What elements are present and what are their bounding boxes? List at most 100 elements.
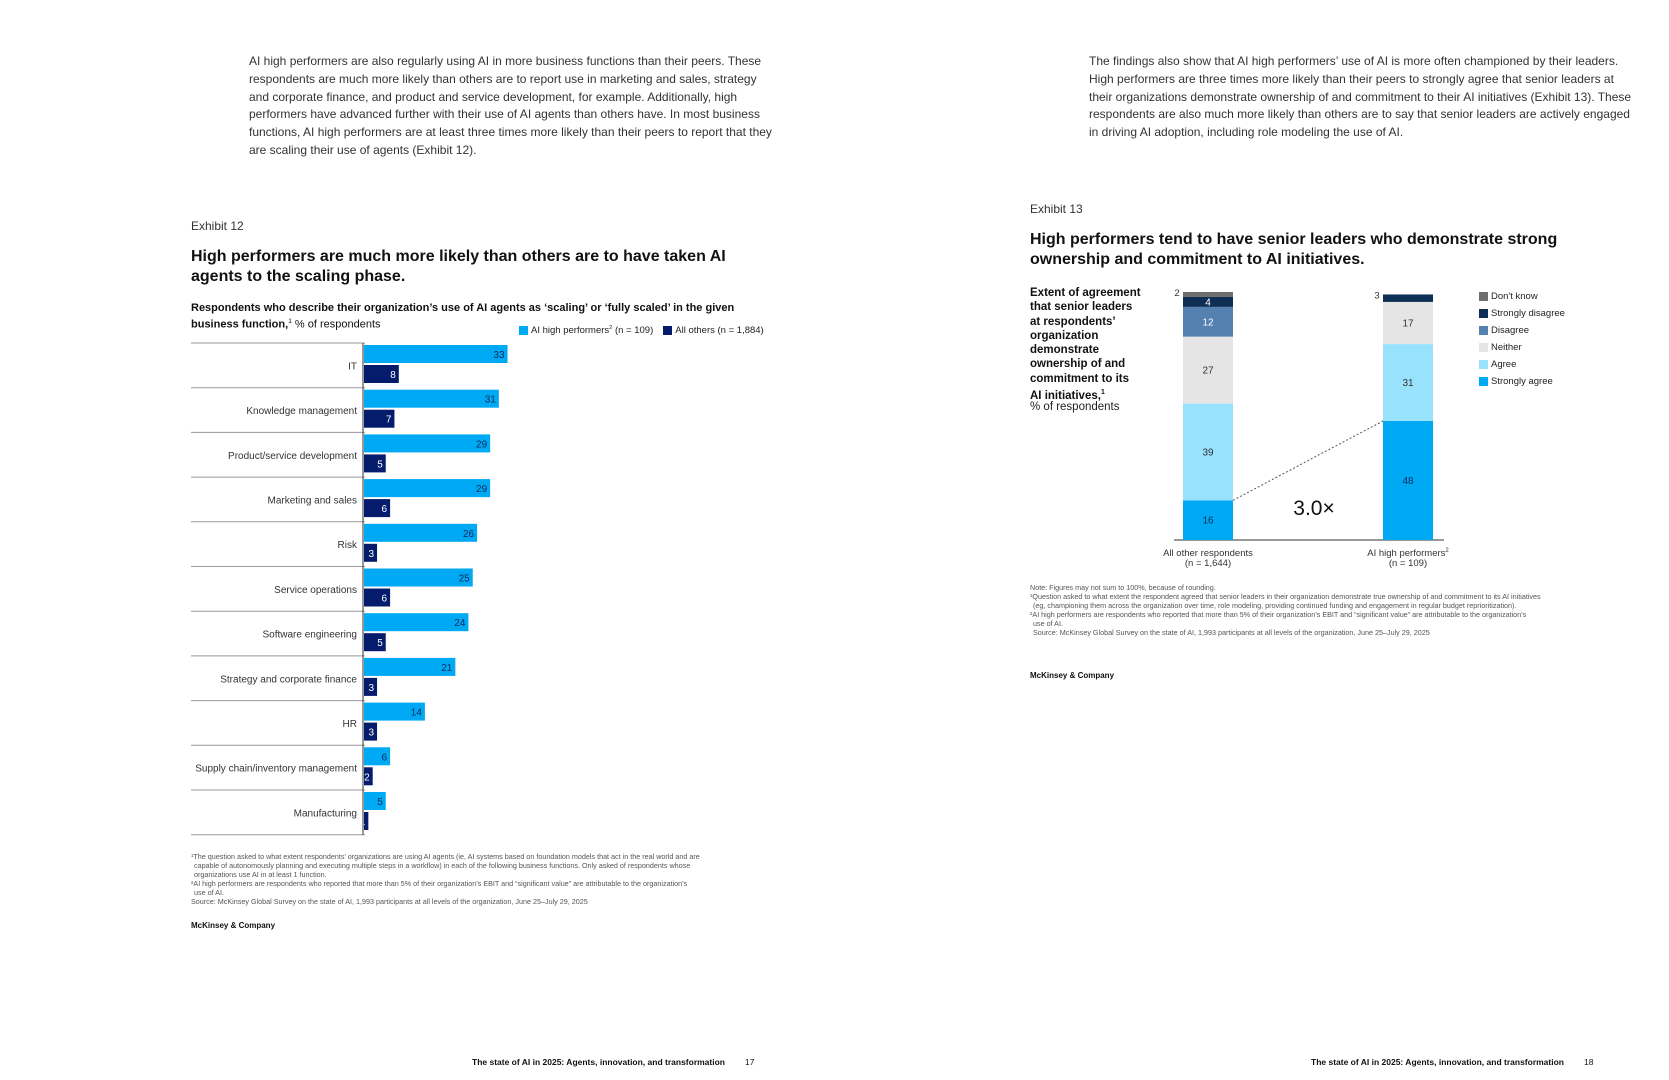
- legend-swatch: [1479, 360, 1488, 369]
- footer-title: The state of AI in 2025: Agents, innovat…: [1311, 1057, 1564, 1067]
- bar-group-marketing-and-sales: Marketing and sales 29 6: [268, 479, 491, 518]
- category-label: Software engineering: [262, 630, 357, 641]
- right-page: The findings also show that AI high perf…: [834, 0, 1669, 1080]
- legend-swatch-all-others: [663, 326, 673, 336]
- segment-value-label: 2: [1174, 288, 1179, 299]
- bar-value-label: 24: [454, 618, 466, 629]
- bar-high-performers: [364, 747, 391, 766]
- note-line: use of AI.: [1033, 619, 1063, 628]
- legend-label: Agree: [1491, 359, 1517, 370]
- column-category-sub: (n = 109): [1389, 558, 1427, 569]
- bar-value-label: 33: [493, 350, 505, 361]
- legend-label: Disagree: [1491, 325, 1530, 336]
- question-line: organization: [1030, 329, 1099, 342]
- legend-swatch: [1479, 309, 1488, 318]
- segment-strongly-agree: [1383, 420, 1433, 540]
- column-category-label: All other respondents: [1163, 548, 1253, 559]
- bar-value-label: 29: [476, 439, 488, 450]
- bar-high-performers: [364, 434, 491, 453]
- bar-all-others: [364, 588, 391, 607]
- legend-item-agree: Agree: [1479, 356, 1565, 373]
- segment-value-label: 48: [1402, 476, 1414, 487]
- category-label: Knowledge management: [246, 406, 357, 417]
- legend-label: Neither: [1491, 342, 1522, 353]
- bar-all-others: [364, 543, 378, 562]
- comparison-dotted-line: [1232, 420, 1384, 501]
- left-page: AI high performers are also regularly us…: [0, 0, 834, 1080]
- question-line: AI initiatives,1: [1030, 389, 1105, 402]
- note-line: capable of autonomously planning and exe…: [194, 861, 691, 870]
- note-line: ²AI high performers are respondents who …: [191, 879, 688, 888]
- legend-item-disagree: Disagree: [1479, 322, 1565, 339]
- bar-all-others: [364, 365, 399, 383]
- bar-group-supply-chain-inventory-management: Supply chain/inventory management 6 2: [195, 747, 391, 786]
- legend-label: Don't know: [1491, 291, 1538, 302]
- segment-strongly-disagree: [1383, 294, 1433, 302]
- category-label: Product/service development: [228, 451, 357, 462]
- bar-value-label: 6: [382, 594, 388, 605]
- bar-value-label: 26: [463, 529, 475, 540]
- subtitle-bold: Respondents who describe their organizat…: [191, 302, 735, 331]
- exhibit-13-question: Extent of agreement that senior leaders …: [1030, 286, 1160, 403]
- segment-strongly-disagree: [1183, 296, 1233, 307]
- segment-agree: [1383, 344, 1433, 421]
- exhibit-13-unit: % of respondents: [1030, 401, 1120, 413]
- segment-agree: [1183, 403, 1233, 501]
- bar-value-label: 3: [368, 683, 374, 694]
- legend-swatch: [1479, 343, 1488, 352]
- category-label: HR: [343, 719, 357, 730]
- note-line: Source: McKinsey Global Survey on the st…: [1033, 628, 1430, 637]
- bar-value-label: 31: [485, 395, 497, 406]
- bar-value-label: 2: [364, 772, 370, 783]
- exhibit-13-title: High performers tend to have senior lead…: [1030, 231, 1558, 268]
- bar-high-performers: [364, 792, 386, 810]
- segment-neither: [1183, 336, 1233, 404]
- bar-value-label: 21: [441, 663, 453, 674]
- bar-all-others: [364, 767, 373, 786]
- column-category-label: AI high performers2: [1367, 548, 1449, 559]
- question-line: Extent of agreement: [1030, 287, 1141, 299]
- footer-title: The state of AI in 2025: Agents, innovat…: [472, 1057, 725, 1067]
- exhibit-13-label: Exhibit 13: [1030, 202, 1083, 216]
- note-line: organizations use AI in at least 1 funct…: [194, 870, 327, 879]
- segment-value-label: 16: [1202, 516, 1214, 527]
- bar-high-performers: [364, 568, 473, 587]
- stacked-column-all-other-respondents: 16 39 27 12 4 2 All other respondents(n = 1,64…: [1163, 288, 1253, 569]
- page-number: 18: [1583, 1057, 1594, 1067]
- legend-item-strongly-agree: Strongly agree: [1479, 373, 1565, 390]
- category-label: Manufacturing: [294, 808, 357, 819]
- note-line: (eg, championing them across the organiz…: [1033, 601, 1517, 610]
- question-line: commitment to its: [1030, 372, 1130, 385]
- bar-value-label: 3: [368, 728, 374, 739]
- category-label: IT: [348, 361, 357, 372]
- segment-value-label: 27: [1202, 366, 1214, 377]
- legend-item-don-t-know: Don't know: [1479, 288, 1565, 305]
- bar-group-knowledge-management: Knowledge management 31 7: [246, 389, 499, 428]
- bar-high-performers: [364, 613, 469, 632]
- brand-name: McKinsey & Company: [1030, 671, 1115, 680]
- category-label: Service operations: [274, 585, 357, 596]
- bar-group-software-engineering: Software engineering 24 5: [262, 613, 469, 652]
- bar-value-label: 6: [382, 752, 388, 763]
- multiplier-annotation: 3.0×: [1293, 497, 1334, 520]
- bar-value-label: 5: [377, 459, 383, 470]
- legend-swatch: [1479, 292, 1488, 301]
- segment-value-label: 39: [1202, 447, 1214, 458]
- bar-all-others: [364, 633, 386, 652]
- legend-label-high-performers: AI high performers2 (n = 109): [531, 325, 654, 337]
- right-body-text: The findings also show that AI high perf…: [1089, 54, 1632, 140]
- exhibit-12-title: High performers are much more likely tha…: [191, 248, 726, 285]
- segment-value-label: 31: [1402, 378, 1414, 389]
- exhibit-12-subtitle: Respondents who describe their organizat…: [191, 301, 781, 332]
- subtitle-sup: 1: [288, 318, 292, 325]
- bar-value-label: 3: [368, 549, 374, 560]
- bar-all-others: [364, 454, 386, 473]
- brand-name: McKinsey & Company: [191, 921, 276, 930]
- legend-item-neither: Neither: [1479, 339, 1565, 356]
- stacked-column-ai-high-performers: 48 31 17 3 AI high performers2(n = 109): [1367, 290, 1449, 569]
- bar-value-label: 7: [386, 415, 392, 426]
- segment-value-label: 4: [1205, 297, 1211, 308]
- footer: The state of AI in 2025: Agents, innovat…: [472, 1057, 754, 1067]
